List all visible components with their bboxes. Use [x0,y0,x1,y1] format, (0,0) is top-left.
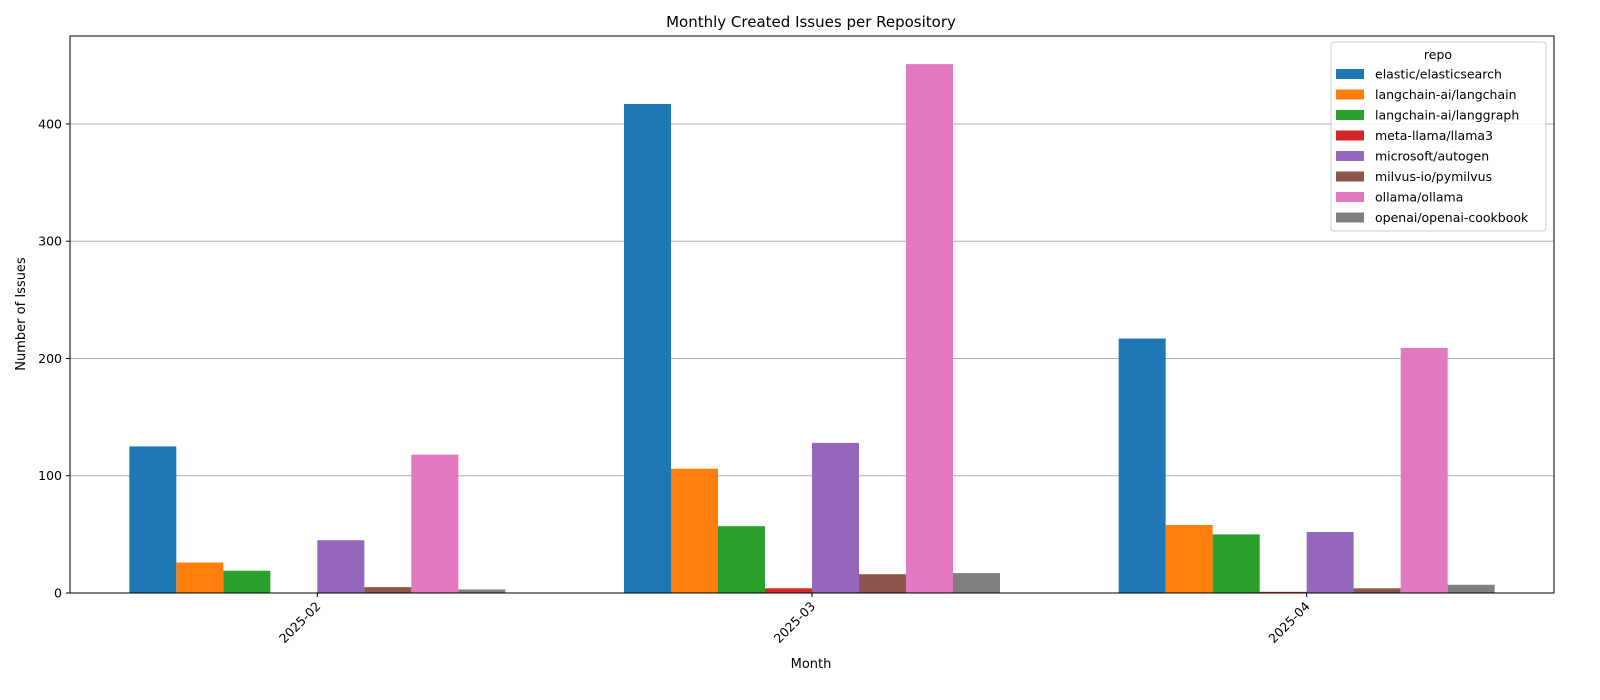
bar-microsoft-autogen-2025-04 [1306,532,1354,593]
x-tick-label: 2025-03 [771,599,819,647]
bar-langchain-ai-langchain-2025-04 [1165,524,1213,593]
legend-swatch [1336,212,1364,223]
bar-openai-openai-cookbook-2025-04 [1447,584,1495,593]
y-axis-label: Number of Issues [14,257,29,371]
legend-title: repo [1424,47,1452,62]
y-tick-label: 300 [38,234,62,249]
x-tick-label: 2025-04 [1265,598,1313,646]
y-tick-label: 100 [38,468,62,483]
bar-langchain-ai-langgraph-2025-02 [223,570,271,593]
bar-meta-llama-llama3-2025-04 [1259,591,1307,593]
legend-entry-label: elastic/elasticsearch [1375,67,1502,82]
legend-swatch [1336,89,1364,100]
bar-langchain-ai-langgraph-2025-04 [1212,534,1260,593]
bar-langchain-ai-langgraph-2025-03 [718,526,765,593]
bar-langchain-ai-langchain-2025-02 [176,562,224,593]
chart-title: Monthly Created Issues per Repository [666,13,956,31]
y-tick-label: 400 [38,116,62,131]
y-axis-ticks: 0 100 200 300 400 [38,116,70,601]
bar-ollama-ollama-2025-04 [1400,347,1448,593]
x-axis-ticks: 2025-02 2025-03 2025-04 [276,593,1313,646]
bar-ollama-ollama-2025-02 [411,454,459,593]
bar-milvus-io-pymilvus-2025-03 [859,574,906,593]
bar-elastic-elasticsearch-2025-04 [1118,338,1166,593]
bar-langchain-ai-langchain-2025-03 [671,468,718,593]
bar-microsoft-autogen-2025-03 [812,442,859,593]
y-tick-label: 0 [54,586,62,601]
legend-entry-label: meta-llama/llama3 [1375,128,1493,143]
legend-entry-label: microsoft/autogen [1375,149,1489,164]
bar-elastic-elasticsearch-2025-03 [624,104,671,593]
legend-entry-label: langchain-ai/langchain [1375,87,1517,102]
legend-entry-label: ollama/ollama [1375,190,1463,205]
bar-meta-llama-llama3-2025-03 [765,588,812,593]
bar-microsoft-autogen-2025-02 [317,540,365,593]
bars [129,64,1495,593]
x-tick-label: 2025-02 [276,599,324,647]
legend-swatch [1336,69,1364,79]
bar-openai-openai-cookbook-2025-03 [953,573,1000,593]
legend-swatch [1336,110,1364,120]
legend-entry-label: milvus-io/pymilvus [1375,169,1492,184]
legend-entry-label: openai/openai-cookbook [1375,210,1529,225]
legend-swatch [1336,130,1364,141]
legend-swatch [1336,171,1364,182]
bar-milvus-io-pymilvus-2025-02 [364,587,412,593]
bar-ollama-ollama-2025-03 [906,64,953,593]
legend-swatch [1336,192,1364,202]
bar-elastic-elasticsearch-2025-02 [129,446,177,593]
bar-milvus-io-pymilvus-2025-04 [1353,588,1401,593]
legend-swatch [1336,151,1364,161]
legend-entry-label: langchain-ai/langgraph [1375,108,1519,123]
bar-openai-openai-cookbook-2025-02 [458,589,506,593]
x-axis-label: Month [791,657,832,672]
y-tick-label: 200 [38,351,62,366]
legend: repo elastic/elasticsearch langchain-ai/l… [1330,41,1547,232]
legend-box [1330,41,1547,232]
